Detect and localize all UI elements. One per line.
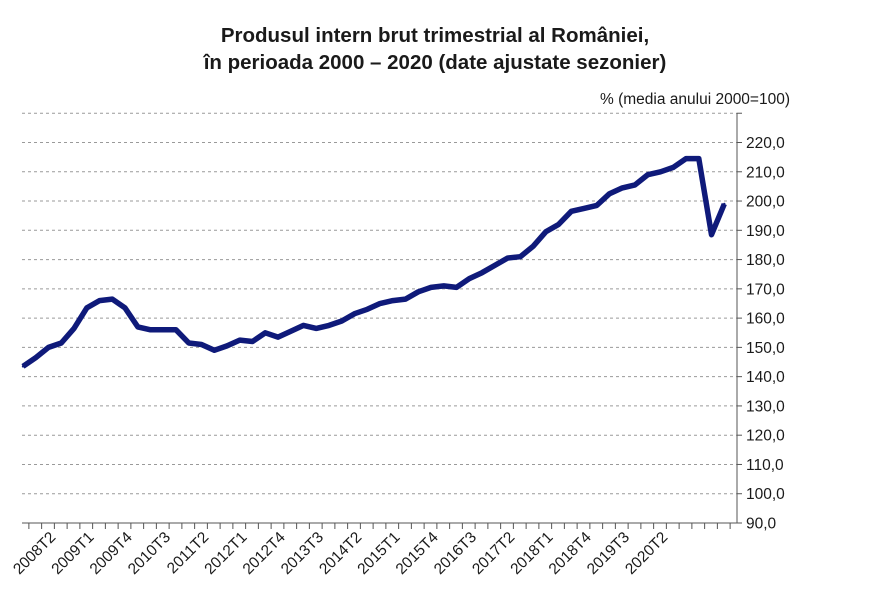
data-point (276, 335, 280, 339)
data-point (187, 341, 190, 345)
data-point (404, 297, 407, 301)
data-point (98, 299, 101, 302)
data-point (353, 312, 356, 315)
x-tick-label: 2020T2 (622, 529, 671, 578)
data-point (684, 157, 688, 160)
y-tick-label: 160,0 (746, 311, 785, 328)
data-point (200, 343, 203, 346)
data-point (251, 340, 254, 343)
x-axis-tick-labels: 2008T22009T12009T42010T32011T22012T12012… (10, 529, 671, 578)
data-point (557, 223, 560, 226)
data-point (47, 346, 50, 349)
data-point (455, 286, 458, 289)
data-point (327, 324, 331, 327)
data-point (225, 344, 229, 348)
data-point (442, 284, 445, 288)
y-tick-label: 90,0 (746, 516, 777, 533)
y-tick-label: 180,0 (746, 252, 785, 269)
title-line-1: Produsul intern brut trimestrial al Româ… (220, 24, 650, 47)
data-point (72, 327, 76, 330)
y-tick-label: 220,0 (746, 135, 785, 152)
data-point (646, 173, 649, 176)
data-point (238, 338, 241, 342)
series-line (21, 155, 727, 369)
y-tick-label: 100,0 (746, 486, 785, 503)
data-point (710, 233, 713, 236)
data-point (608, 192, 611, 195)
data-point (123, 306, 127, 310)
data-point (697, 157, 700, 160)
data-point (519, 255, 522, 258)
data-point (391, 299, 394, 302)
data-point (378, 302, 382, 305)
y-axis-unit-label: % (media anului 2000=100) (600, 91, 791, 108)
axes (22, 112, 742, 529)
y-tick-label: 130,0 (746, 398, 785, 415)
data-point (417, 290, 420, 293)
title-line-2: în perioada 2000 – 2020 (date ajustate s… (203, 51, 667, 74)
data-point (315, 327, 318, 330)
data-point (21, 365, 25, 368)
data-point (302, 324, 305, 327)
data-point (60, 341, 63, 345)
data-point (34, 356, 37, 359)
y-tick-label: 170,0 (746, 281, 785, 298)
gridlines (22, 112, 737, 495)
data-point (174, 328, 178, 331)
data-point (149, 328, 152, 331)
chart-title: Produsul intern brut trimestrial al Româ… (90, 22, 780, 76)
data-point (213, 349, 216, 352)
data-point (582, 207, 586, 210)
data-point (621, 186, 624, 190)
data-point (493, 264, 496, 267)
y-axis-tick-labels: 90,0 100,0 110,0 120,0 130,0 140,0 150,0 160,0 1… (746, 135, 785, 533)
data-point (672, 166, 675, 169)
data-point (340, 319, 343, 323)
series-group (21, 155, 727, 369)
data-point (723, 202, 726, 206)
data-point (595, 204, 598, 207)
data-point (264, 331, 267, 334)
data-point (162, 328, 165, 331)
y-tick-label: 140,0 (746, 369, 785, 386)
data-point (429, 286, 433, 289)
data-point (85, 306, 89, 310)
y-tick-label: 120,0 (746, 428, 785, 445)
data-point (506, 256, 509, 260)
x-tick-label: 2010T3 (125, 529, 174, 578)
data-point (531, 245, 535, 248)
y-tick-label: 190,0 (746, 223, 785, 240)
data-point (480, 271, 484, 274)
data-point (289, 330, 292, 333)
data-point (366, 308, 369, 311)
data-point (111, 297, 114, 301)
data-point (544, 230, 547, 233)
data-point (136, 325, 139, 329)
data-point (633, 183, 637, 187)
y-tick-label: 110,0 (746, 457, 784, 474)
data-point (468, 277, 471, 280)
data-point (570, 210, 573, 213)
data-point (659, 170, 662, 173)
y-tick-label: 150,0 (746, 340, 785, 357)
y-tick-label: 210,0 (746, 164, 785, 181)
y-tick-label: 200,0 (746, 194, 785, 211)
